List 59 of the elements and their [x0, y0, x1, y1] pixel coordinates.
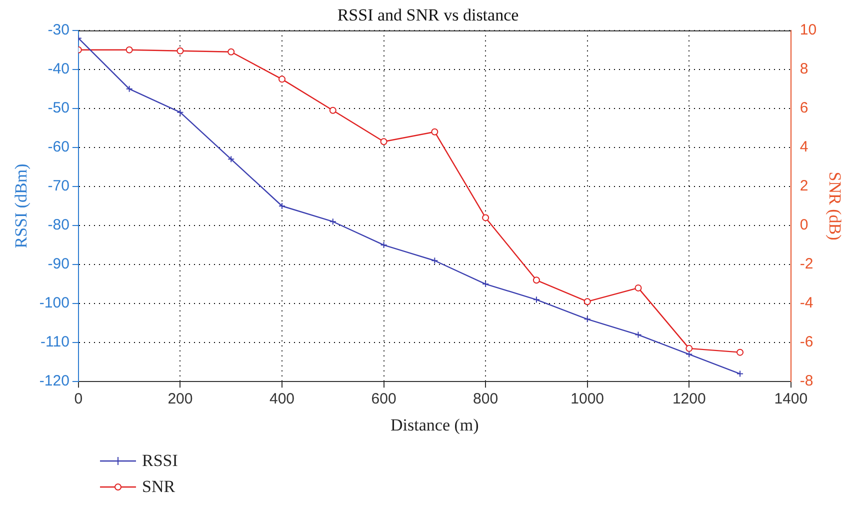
x-tick-label: 1400: [774, 390, 808, 408]
y2-axis-title: SNR (dB): [825, 172, 844, 240]
x-tick-label: 200: [168, 390, 193, 408]
y2-tick-label: -2: [800, 256, 814, 273]
point: [532, 296, 540, 304]
y-tick-label: -60: [48, 138, 70, 156]
point: [126, 85, 133, 92]
point: [584, 298, 591, 306]
legend-label: SNR: [142, 477, 176, 497]
y2-tick-label: 2: [800, 178, 808, 195]
point: [686, 344, 693, 352]
point: [584, 316, 591, 323]
y-tick-label: -100: [39, 294, 70, 312]
y2-tick-label: 0: [800, 216, 808, 234]
y2-tick-label: -4: [800, 294, 814, 312]
y2-tick-label: 6: [800, 100, 808, 117]
point: [482, 214, 490, 222]
point: [278, 202, 286, 210]
x-tick-label: 1000: [570, 390, 604, 408]
x-tick-label: 600: [371, 390, 396, 408]
y2-tick-label: -8: [800, 372, 814, 390]
point: [532, 276, 540, 284]
y-tick-label: -40: [48, 60, 70, 78]
legend-label: RSSI: [142, 451, 178, 471]
point: [634, 331, 642, 338]
point: [634, 284, 642, 292]
point: [228, 156, 235, 163]
point: [431, 257, 438, 264]
point: [228, 48, 235, 56]
point: [380, 242, 388, 249]
y2-tick-label: 8: [800, 60, 808, 78]
y-tick-label: -90: [48, 256, 70, 273]
x-tick-label: 0: [74, 390, 83, 408]
chart-title: RSSI and SNR vs distance: [337, 6, 519, 25]
point: [278, 76, 286, 83]
y-tick-label: -120: [39, 372, 70, 390]
point: [686, 350, 693, 358]
x-tick-label: 400: [269, 390, 295, 408]
y-tick-label: -50: [48, 100, 70, 117]
y-tick-label: -30: [48, 22, 70, 39]
y-axis-title: RSSI (dBm): [12, 164, 31, 248]
y2-tick-label: -6: [800, 334, 814, 351]
y2-tick-label: 4: [800, 138, 808, 156]
x-tick-label: 1200: [672, 390, 706, 408]
point: [126, 46, 133, 54]
point: [176, 108, 184, 116]
point: [431, 128, 438, 136]
y-tick-label: -110: [40, 334, 70, 351]
y2-tick-label: 10: [800, 22, 817, 39]
x-axis-title: Distance (m): [390, 415, 479, 434]
point: [380, 138, 388, 146]
y-tick-label: -70: [48, 178, 70, 195]
point: [176, 47, 184, 54]
point: [329, 106, 336, 114]
point: [329, 218, 336, 226]
point: [482, 280, 490, 288]
y-tick-label: -80: [48, 216, 70, 234]
x-tick-label: 800: [473, 390, 498, 408]
point: [736, 348, 744, 356]
